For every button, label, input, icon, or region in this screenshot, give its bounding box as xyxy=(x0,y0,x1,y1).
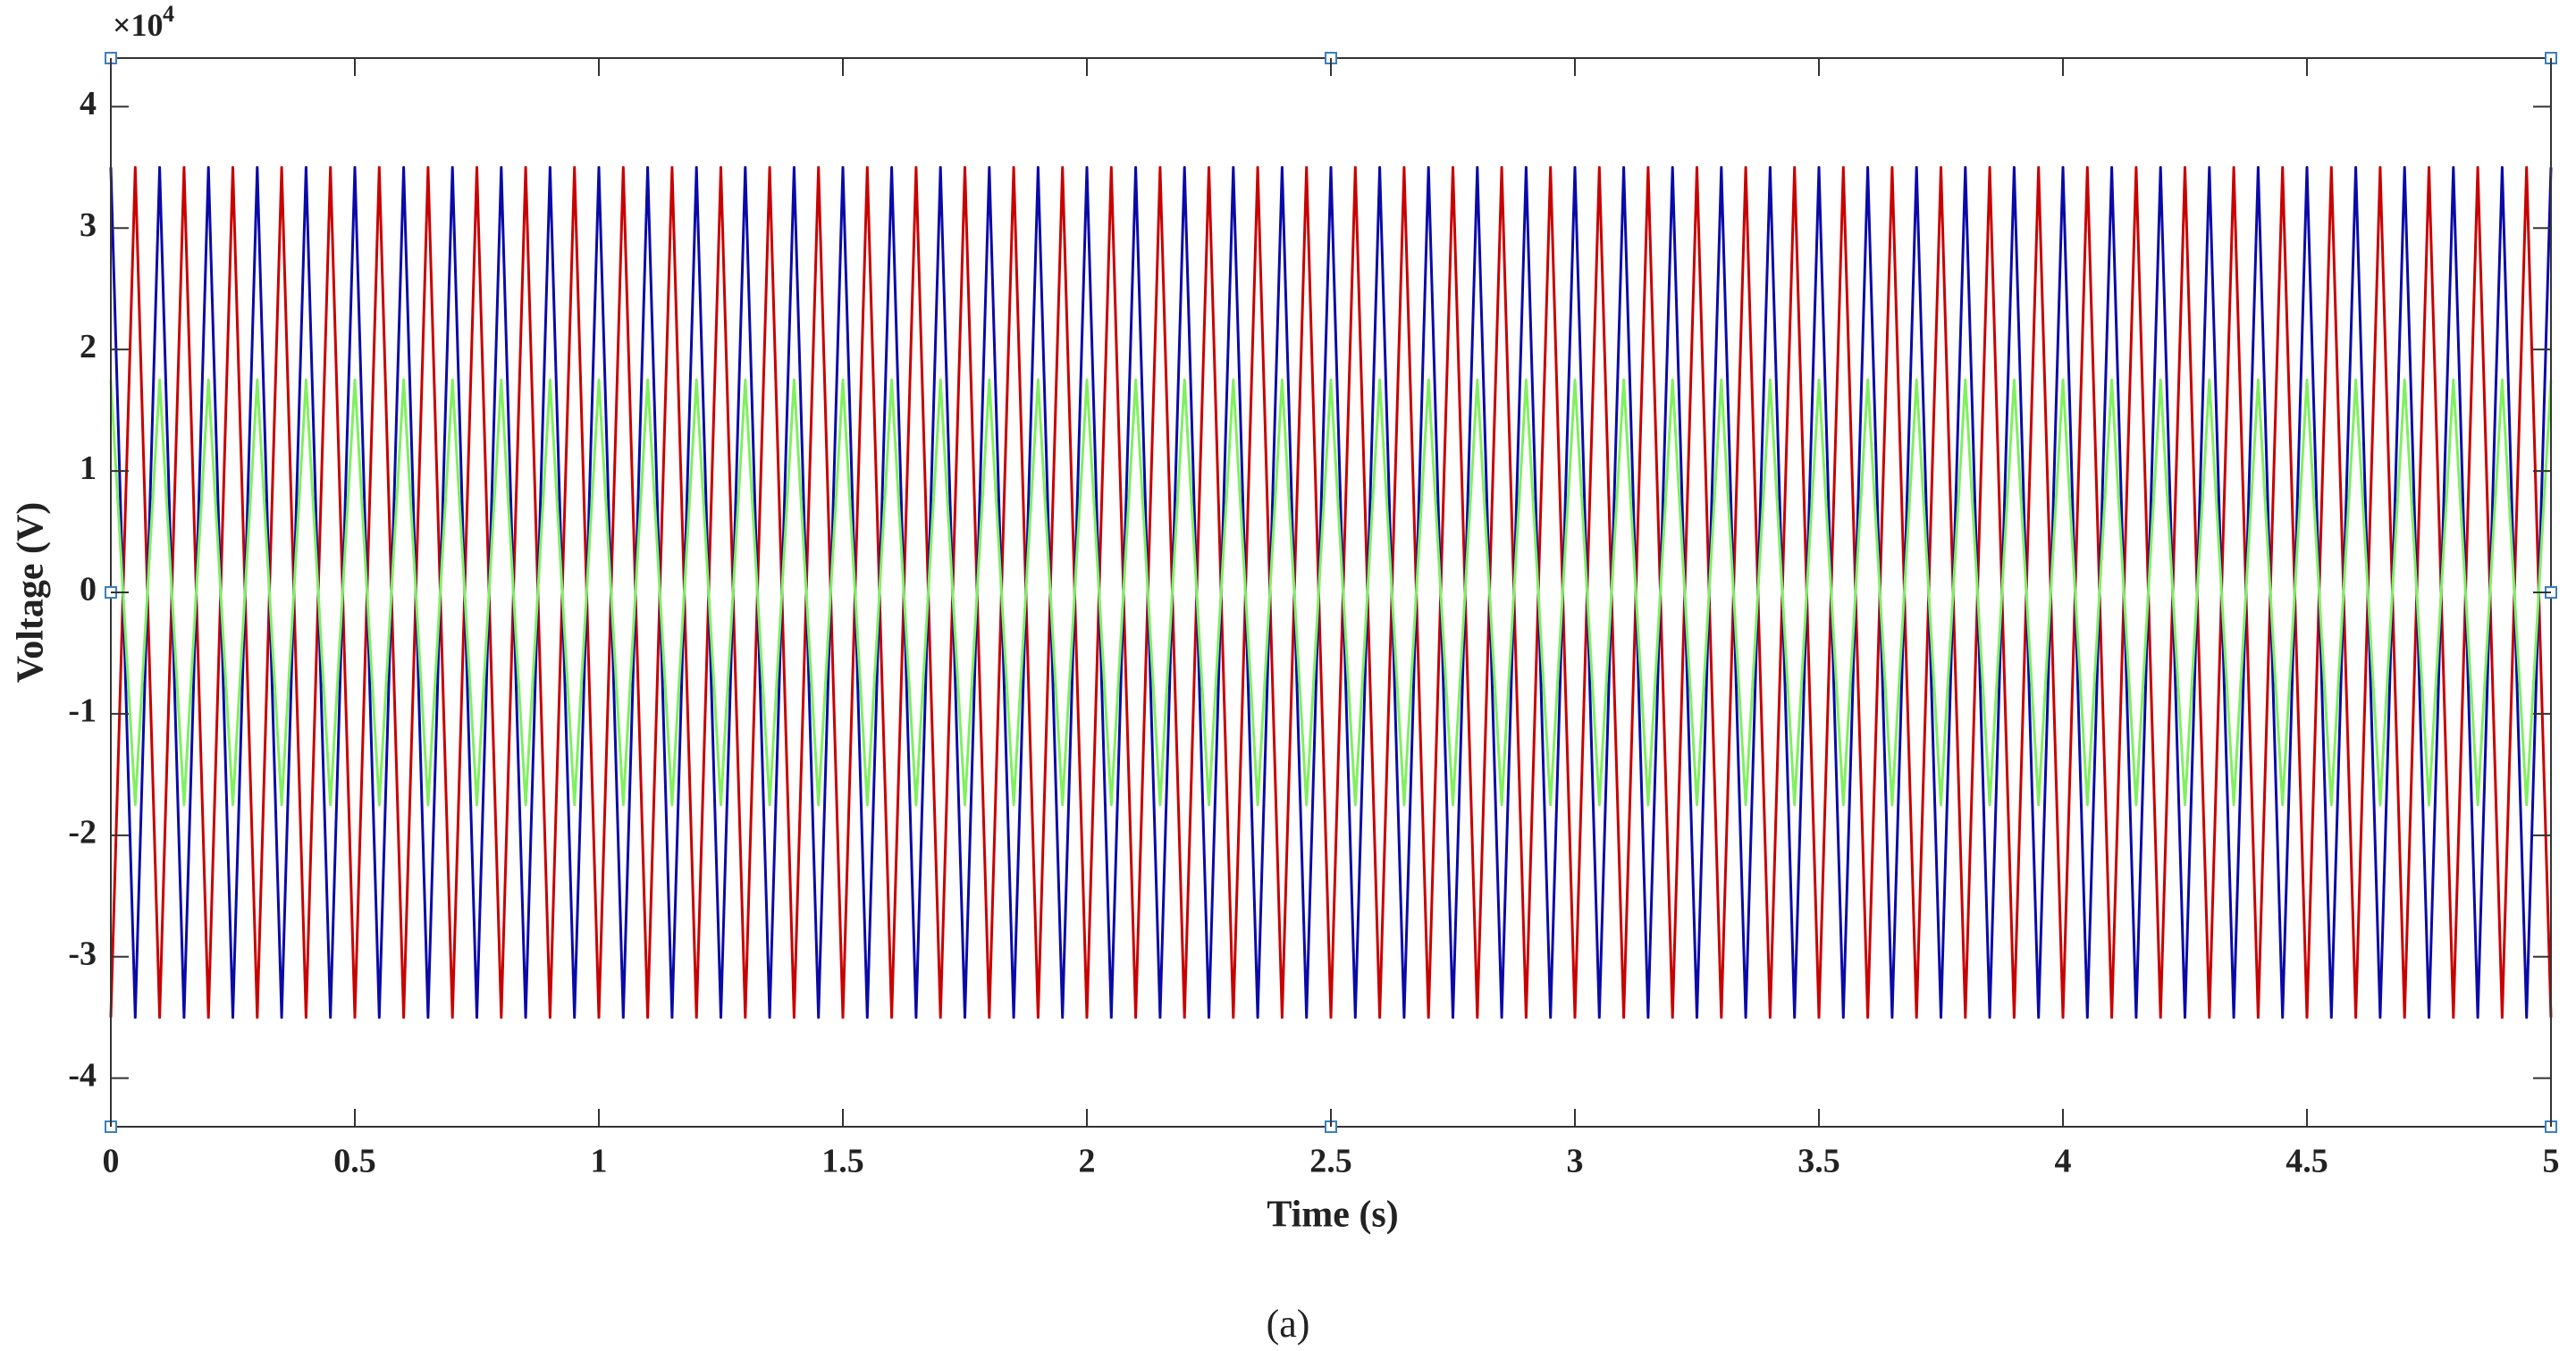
x-tick-label: 5 xyxy=(2543,1143,2560,1180)
y-multiplier-exponent: 4 xyxy=(163,1,174,27)
y-multiplier: ×10 xyxy=(113,7,164,43)
x-tick-label: 0 xyxy=(103,1143,120,1180)
x-tick-label: 3 xyxy=(1567,1143,1584,1180)
x-tick-label: 2.5 xyxy=(1309,1143,1352,1180)
y-tick-label: 1 xyxy=(80,449,97,487)
x-tick-label: 3.5 xyxy=(1797,1143,1840,1180)
y-tick-label: -3 xyxy=(68,935,97,972)
y-tick-label: 0 xyxy=(80,571,97,608)
y-tick-label: -4 xyxy=(68,1056,97,1094)
x-tick-label: 4 xyxy=(2055,1143,2072,1180)
x-tick-label: 4.5 xyxy=(2286,1143,2328,1180)
y-tick-label: 3 xyxy=(80,206,97,244)
series-line xyxy=(109,165,2553,1020)
x-axis-label: Time (s) xyxy=(1267,1195,1398,1236)
series-line xyxy=(109,165,2553,1020)
y-tick-label: 4 xyxy=(80,85,97,122)
y-tick-label: 2 xyxy=(80,328,97,365)
x-tick-label: 1 xyxy=(591,1143,608,1180)
y-tick-label: -1 xyxy=(68,692,97,730)
caption: (a) xyxy=(1267,1302,1310,1346)
plot-area xyxy=(109,165,2553,1020)
series-line xyxy=(109,378,2553,807)
y-tick-label: -2 xyxy=(68,814,97,852)
x-tick-label: 1.5 xyxy=(821,1143,864,1180)
x-tick-label: 0.5 xyxy=(333,1143,376,1180)
x-tick-label: 2 xyxy=(1079,1143,1096,1180)
y-axis-label: Voltage (V) xyxy=(11,502,52,684)
